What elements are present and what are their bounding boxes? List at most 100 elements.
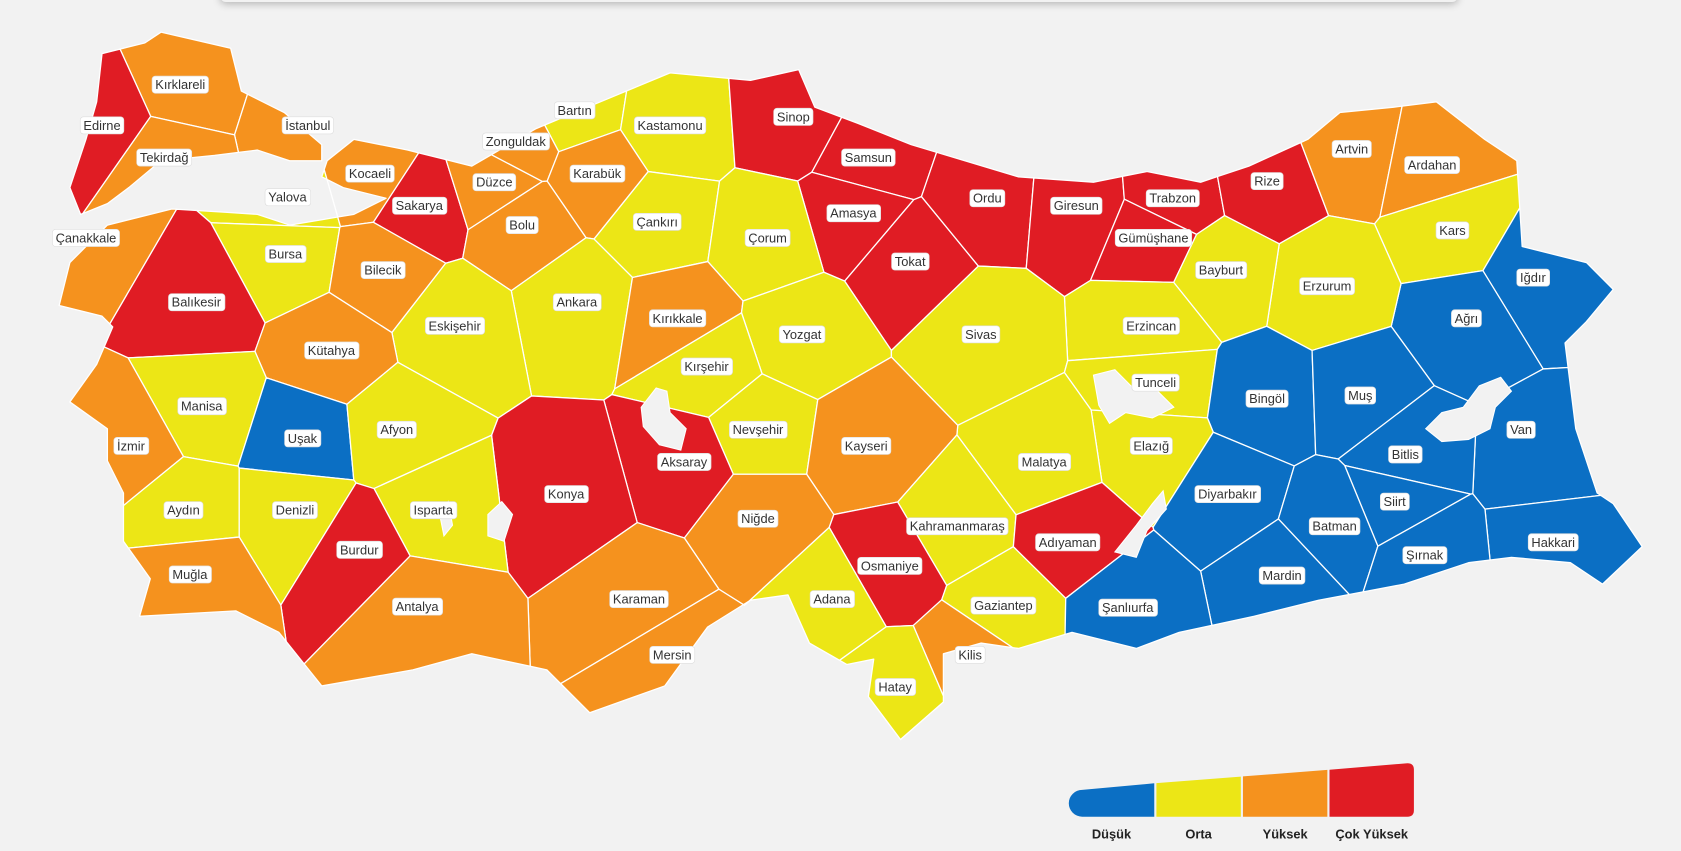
label-box: [264, 188, 312, 207]
province-name: Şırnak: [1406, 548, 1444, 563]
province-name: Ordu: [973, 191, 1002, 206]
label-box: [79, 116, 125, 135]
province-label: Mardin: [1258, 566, 1306, 585]
province-label: Amasya: [826, 204, 881, 223]
label-box: [1308, 517, 1361, 536]
province-label: Bingöl: [1245, 389, 1289, 408]
province: [127, 536, 287, 643]
province-name: Erzincan: [1126, 318, 1176, 333]
province-label: Eskişehir: [425, 316, 485, 335]
province-label: Samsun: [841, 148, 896, 167]
province-label: Balıkesir: [168, 293, 226, 312]
province-name: Manisa: [181, 399, 223, 414]
province-name: Siirt: [1384, 494, 1407, 509]
label-box: [1258, 566, 1306, 585]
label-box: [773, 107, 814, 126]
province-label: Batman: [1308, 517, 1361, 536]
label-box: [569, 164, 626, 183]
legend-swatch: [1242, 769, 1328, 817]
province-label: Muğla: [168, 565, 212, 584]
lake-van: [1424, 376, 1513, 443]
label-box: [1435, 221, 1470, 240]
province-name: Uşak: [288, 431, 318, 446]
label-box: [272, 501, 318, 520]
province-label: Bitlis: [1388, 445, 1423, 464]
province-name: Kahramanmaraş: [910, 519, 1005, 534]
province-label: İzmir: [113, 436, 150, 455]
label-box: [1451, 309, 1482, 328]
province-name: Kırklareli: [155, 77, 205, 92]
label-box: [1114, 229, 1193, 247]
province-name: Rize: [1254, 174, 1280, 189]
province-label: Ardahan: [1404, 156, 1460, 174]
province-label: Adana: [809, 590, 855, 609]
province-label: Giresun: [1050, 196, 1103, 215]
label-box: [634, 116, 707, 135]
province-label: Ankara: [552, 293, 602, 312]
province-label: Denizli: [272, 501, 318, 520]
label-box: [1129, 436, 1173, 455]
label-box: [1195, 261, 1248, 279]
label-box: [392, 597, 443, 616]
province-label: Adıyaman: [1035, 533, 1101, 552]
province-label: Gümüşhane: [1114, 229, 1193, 247]
province-name: Yalova: [268, 190, 307, 205]
label-box: [136, 148, 193, 167]
label-box: [554, 101, 596, 120]
province-label: Kahramanmaraş: [906, 517, 1009, 536]
label-box: [1331, 140, 1372, 158]
province-label: Tekirdağ: [136, 148, 193, 167]
province-name: Çankırı: [636, 214, 677, 229]
province-name: Bolu: [509, 218, 535, 233]
province-name: Tokat: [895, 254, 926, 269]
label-box: [649, 645, 696, 664]
province-name: Diyarbakır: [1198, 487, 1257, 502]
province-label: Çankırı: [632, 212, 682, 231]
province-name: Bingöl: [1249, 391, 1285, 406]
label-box: [729, 420, 788, 439]
label-box: [680, 357, 733, 376]
province-name: Muş: [1348, 388, 1372, 403]
label-box: [552, 293, 602, 312]
province: [1362, 493, 1491, 593]
province-name: Bayburt: [1199, 263, 1244, 278]
label-box: [505, 216, 539, 234]
province-name: Niğde: [741, 511, 775, 526]
province-label: Çanakkale: [52, 229, 120, 247]
province-name: Antalya: [396, 599, 440, 614]
label-box: [649, 309, 707, 328]
label-box: [632, 212, 682, 231]
province-label: Osmaniye: [857, 557, 923, 575]
label-box: [1050, 196, 1103, 215]
label-box: [609, 590, 669, 609]
lake-ataturk: [1113, 489, 1167, 558]
label-box: [1344, 386, 1377, 405]
province-name: Kilis: [958, 647, 982, 662]
province-label: Şırnak: [1402, 546, 1448, 565]
province-name: Eskişehir: [429, 318, 482, 333]
label-box: [744, 229, 791, 247]
label-box: [1122, 316, 1180, 335]
province-name: Giresun: [1054, 198, 1099, 213]
province-label: Karaman: [609, 590, 669, 609]
label-box: [1379, 492, 1410, 511]
label-box: [1516, 268, 1550, 287]
label-box: [425, 316, 485, 335]
province-label: Yalova: [264, 188, 312, 207]
province-label: Hakkari: [1527, 533, 1579, 552]
label-box: [809, 590, 855, 609]
province-label: Yozgat: [778, 325, 826, 344]
province-name: Kayseri: [845, 438, 888, 453]
province-label: Trabzon: [1145, 189, 1200, 208]
legend-swatch: [1329, 763, 1414, 817]
province-name: Bilecik: [364, 263, 402, 278]
province-name: Mardin: [1262, 568, 1301, 583]
lake-beysehir: [487, 500, 514, 542]
province-label: Kocaeli: [345, 164, 395, 183]
province-label: Çorum: [744, 229, 791, 247]
province-name: Van: [1510, 422, 1532, 437]
province-label: Kırşehir: [680, 357, 733, 376]
province-label: Ağrı: [1451, 309, 1482, 328]
legend-label: Orta: [1185, 826, 1212, 841]
